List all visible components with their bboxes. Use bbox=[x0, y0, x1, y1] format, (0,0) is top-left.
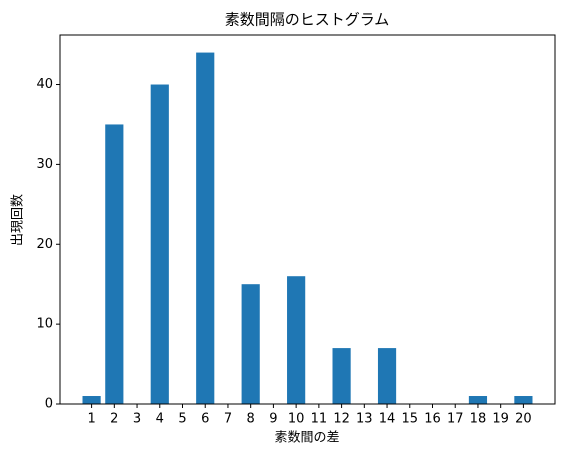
x-tick-label: 2 bbox=[110, 412, 118, 427]
x-tick-label: 19 bbox=[492, 412, 509, 427]
y-tick-label: 40 bbox=[36, 77, 53, 92]
x-tick-label: 14 bbox=[379, 412, 396, 427]
bar bbox=[332, 348, 351, 404]
y-tick-label: 0 bbox=[45, 397, 53, 412]
x-axis-label: 素数間の差 bbox=[274, 431, 339, 446]
bar bbox=[105, 124, 124, 405]
y-axis-label: 出現回数 bbox=[11, 194, 26, 246]
x-tick-label: 15 bbox=[401, 412, 418, 427]
bar bbox=[514, 396, 533, 404]
y-tick-label: 20 bbox=[36, 237, 53, 252]
bar bbox=[241, 284, 260, 404]
y-tick-label: 30 bbox=[36, 157, 53, 172]
x-tick-label: 9 bbox=[269, 412, 277, 427]
bar bbox=[196, 52, 215, 404]
plot-frame bbox=[59, 34, 556, 405]
bar bbox=[377, 348, 397, 404]
x-tick-label: 18 bbox=[470, 412, 487, 427]
x-tick-label: 12 bbox=[333, 412, 350, 427]
x-tick-label: 4 bbox=[156, 412, 164, 427]
x-tick-label: 17 bbox=[447, 412, 464, 427]
x-tick-label: 3 bbox=[133, 412, 141, 427]
bar bbox=[150, 84, 169, 405]
bar bbox=[468, 396, 488, 404]
x-tick-label: 8 bbox=[247, 412, 255, 427]
x-tick-label: 1 bbox=[87, 412, 95, 427]
bar bbox=[82, 396, 101, 404]
x-tick-label: 6 bbox=[201, 412, 209, 427]
x-tick-label: 13 bbox=[356, 412, 373, 427]
x-tick-label: 16 bbox=[424, 412, 441, 427]
y-tick-label: 10 bbox=[36, 317, 53, 332]
x-tick-label: 10 bbox=[288, 412, 305, 427]
x-tick-label: 20 bbox=[515, 412, 532, 427]
x-tick-label: 7 bbox=[224, 412, 232, 427]
chart-title: 素数間隔のヒストグラム bbox=[225, 11, 390, 29]
bar bbox=[287, 276, 306, 404]
x-tick-label: 11 bbox=[311, 412, 328, 427]
x-tick-label: 5 bbox=[178, 412, 186, 427]
